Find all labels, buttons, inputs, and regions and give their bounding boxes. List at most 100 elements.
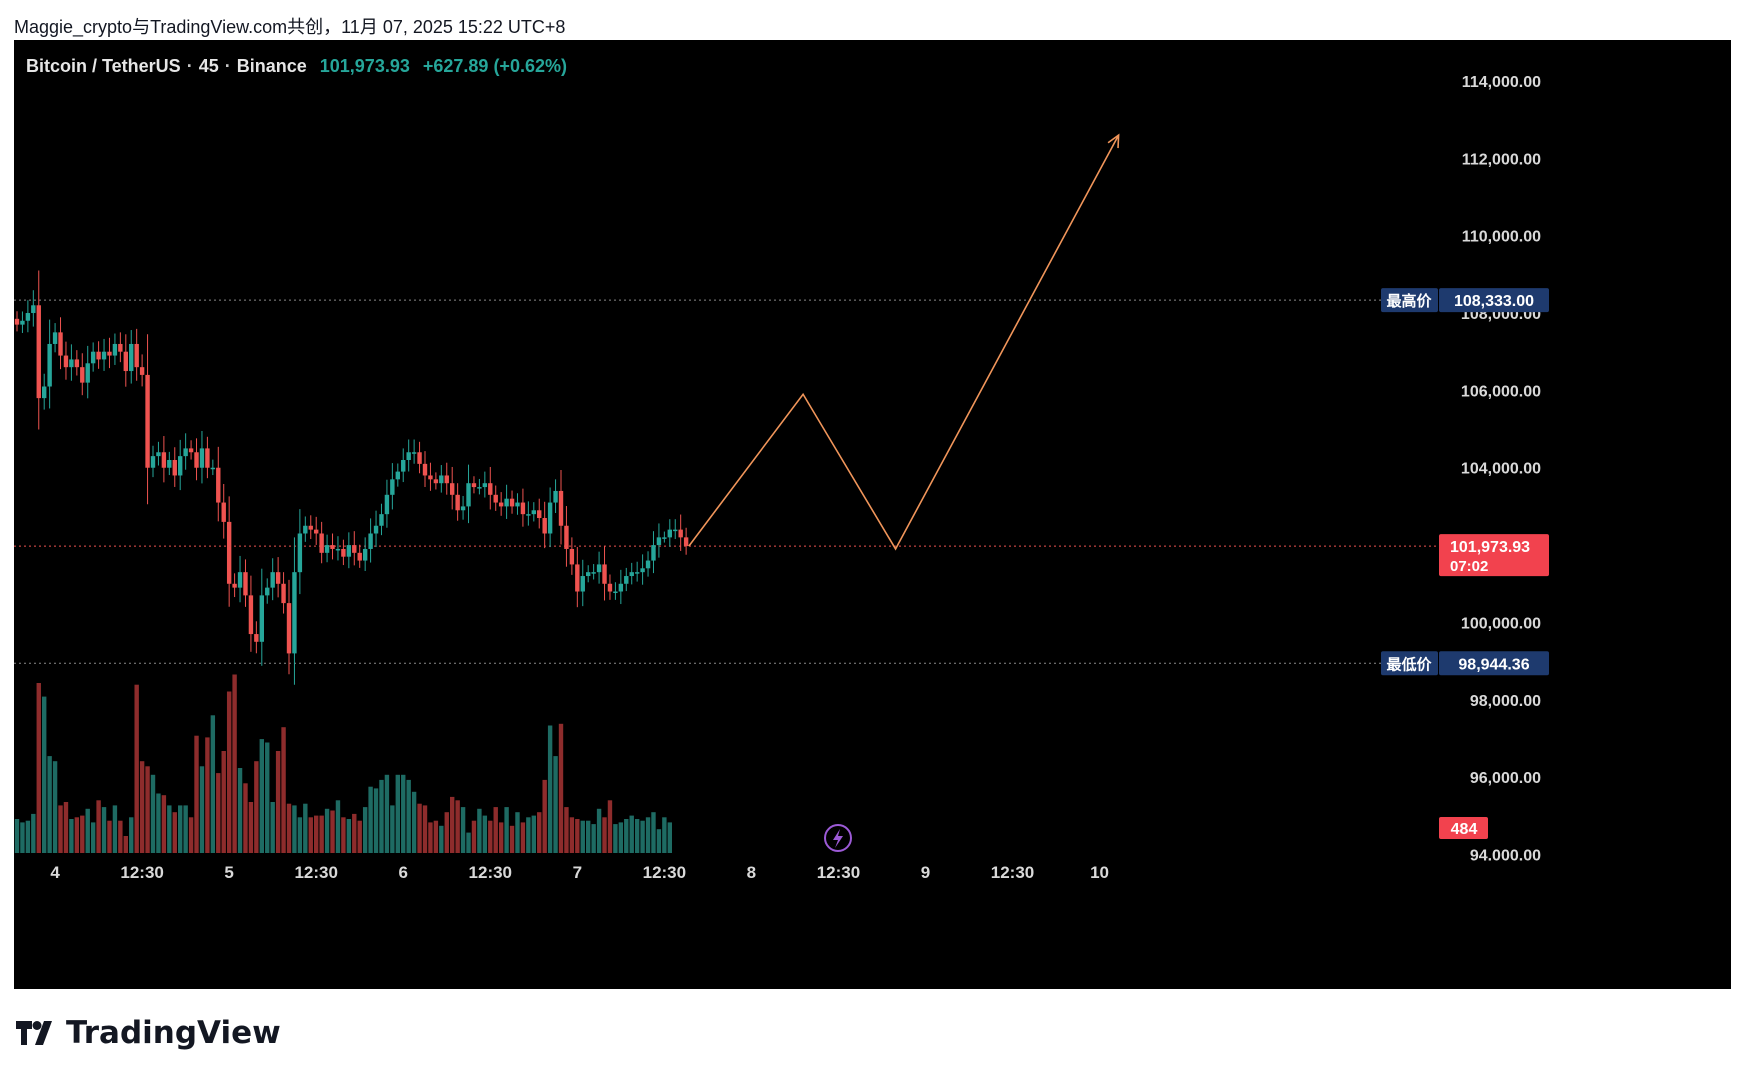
- candle: [150, 456, 156, 468]
- candle: [439, 475, 444, 484]
- candle: [417, 452, 422, 464]
- volume-bar: [237, 768, 243, 853]
- volume-bar: [422, 805, 428, 853]
- last-price-badge: [1439, 534, 1549, 577]
- volume-bar: [395, 774, 400, 853]
- candle: [129, 343, 134, 372]
- bar-countdown: 07:02: [1450, 558, 1488, 575]
- volume-bar: [265, 742, 270, 853]
- interval-label[interactable]: 45: [198, 56, 219, 76]
- candle: [673, 529, 678, 532]
- volume-bar: [417, 803, 422, 853]
- candle: [455, 494, 460, 511]
- volume-bar: [607, 800, 613, 853]
- volume-bar: [629, 815, 634, 853]
- volume-bar: [31, 813, 36, 853]
- tradingview-logo[interactable]: TradingView: [16, 1015, 281, 1051]
- candle: [460, 506, 466, 511]
- candle: [607, 583, 613, 592]
- x-axis-tick-label: 12:30: [991, 863, 1034, 882]
- candle: [547, 502, 553, 534]
- candle: [357, 552, 362, 561]
- candle: [107, 351, 112, 356]
- candle: [281, 583, 286, 604]
- volume-bar: [199, 766, 205, 853]
- candle: [145, 374, 150, 468]
- candle: [515, 502, 520, 507]
- candle: [221, 502, 226, 522]
- candle: [308, 525, 313, 530]
- current-price-legend: 101,973.93: [319, 56, 410, 76]
- volume-bar: [553, 756, 558, 853]
- volume-bar: [194, 735, 199, 853]
- volume-bar: [14, 819, 20, 853]
- candle: [14, 318, 20, 325]
- volume-bar: [645, 817, 651, 853]
- volume-bar: [275, 751, 281, 853]
- volume-bar: [542, 779, 547, 853]
- candle: [629, 572, 634, 577]
- symbol-legend[interactable]: Bitcoin / TetherUS · 45 · Binance 101,973.93…: [26, 56, 567, 76]
- volume-bar: [379, 779, 384, 853]
- candle: [390, 479, 395, 495]
- candle: [63, 355, 69, 368]
- candle: [406, 452, 411, 460]
- volume-bar: [134, 684, 139, 853]
- candle: [42, 386, 47, 399]
- lightning-icon[interactable]: [824, 824, 852, 852]
- volume-bar: [167, 805, 172, 853]
- price-chart[interactable]: 94.000.0096,000.0098,000.00100,000.00102…: [14, 40, 1731, 989]
- x-axis-tick-label: 12:30: [643, 863, 686, 882]
- brand-name: TradingView: [66, 1015, 281, 1051]
- candle: [161, 452, 167, 468]
- volume-bar: [390, 805, 395, 853]
- candle: [362, 548, 368, 561]
- volume-bar: [602, 817, 607, 853]
- candle: [259, 595, 264, 642]
- x-axis-tick-label: 12:30: [294, 863, 337, 882]
- candle: [101, 351, 107, 360]
- volume-bar: [564, 807, 569, 853]
- x-axis-tick-label: 12:30: [120, 863, 163, 882]
- candle: [422, 463, 428, 476]
- volume-bar: [47, 756, 52, 853]
- candle: [645, 560, 651, 569]
- candle: [96, 351, 101, 360]
- candle: [586, 572, 591, 577]
- candle: [172, 460, 177, 476]
- volume-bar: [232, 674, 237, 853]
- volume-bar: [210, 715, 216, 853]
- volume-bar: [401, 774, 406, 853]
- volume-bar: [63, 802, 69, 853]
- candle: [248, 595, 254, 635]
- candle: [36, 305, 41, 399]
- volume-bar: [520, 822, 526, 853]
- symbol-name[interactable]: Bitcoin / TetherUS: [26, 56, 181, 76]
- high-price-label-badge: [1381, 288, 1438, 313]
- volume-bar: [656, 829, 662, 853]
- candle: [662, 537, 667, 539]
- chart-panel[interactable]: 94.000.0096,000.0098,000.00100,000.00102…: [14, 40, 1731, 989]
- candle: [232, 583, 237, 588]
- volume-bar: [504, 807, 509, 853]
- candle: [379, 514, 384, 526]
- price-change-legend: +627.89 (+0.62%): [422, 56, 567, 76]
- candle: [683, 537, 689, 547]
- candle: [112, 343, 118, 356]
- candle: [373, 525, 379, 534]
- candle: [493, 494, 498, 503]
- volume-bar: [488, 820, 493, 853]
- volume-bar: [575, 819, 580, 853]
- volume-bar: [580, 820, 585, 853]
- candle: [634, 572, 640, 574]
- x-axis-tick-label: 12:30: [817, 863, 860, 882]
- projection-path[interactable]: [688, 134, 1120, 551]
- volume-bar: [471, 820, 477, 853]
- candle: [520, 502, 526, 515]
- candle: [270, 572, 275, 588]
- volume-bar: [368, 786, 373, 853]
- candle: [134, 343, 139, 368]
- candle: [466, 483, 471, 507]
- candle: [123, 351, 128, 372]
- tradingview-logo-icon: [16, 1021, 52, 1045]
